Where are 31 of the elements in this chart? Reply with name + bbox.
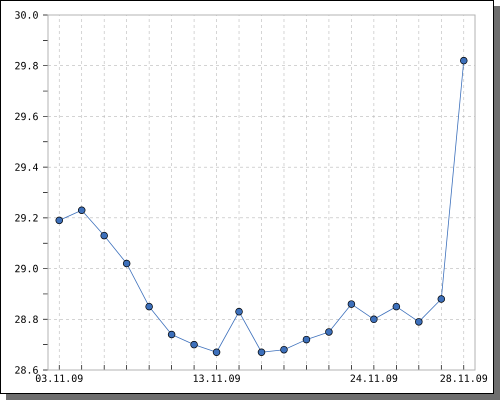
y-tick-label: 28.6 — [15, 366, 38, 374]
y-tick-label: 29.4 — [15, 163, 38, 171]
point — [348, 300, 356, 308]
x-tick-label: 13.11.09 — [194, 374, 240, 382]
point — [258, 348, 266, 356]
point — [235, 308, 243, 316]
point — [122, 260, 130, 268]
point — [302, 336, 310, 344]
point — [280, 346, 288, 354]
point — [415, 318, 423, 326]
y-tick-label: 30.0 — [15, 11, 38, 19]
x-tick-label: 24.11.09 — [350, 374, 398, 382]
point — [145, 302, 153, 310]
y-tick-label: 29.8 — [15, 62, 38, 70]
point — [100, 232, 108, 240]
y-tick-label: 29.0 — [15, 264, 38, 272]
point — [392, 302, 400, 310]
point — [190, 340, 198, 348]
point — [55, 216, 63, 224]
y-tick-label: 28.8 — [15, 316, 38, 324]
point — [212, 348, 220, 356]
point — [370, 316, 378, 324]
point — [460, 56, 468, 64]
point — [78, 206, 86, 214]
point — [438, 295, 446, 303]
y-tick-label: 29.6 — [15, 112, 38, 120]
y-tick-label: 29.2 — [15, 214, 38, 222]
x-tick-label: 03.11.09 — [36, 374, 83, 382]
x-tick-label: 28.11.09 — [440, 374, 488, 382]
point — [325, 328, 333, 336]
point — [168, 330, 176, 338]
